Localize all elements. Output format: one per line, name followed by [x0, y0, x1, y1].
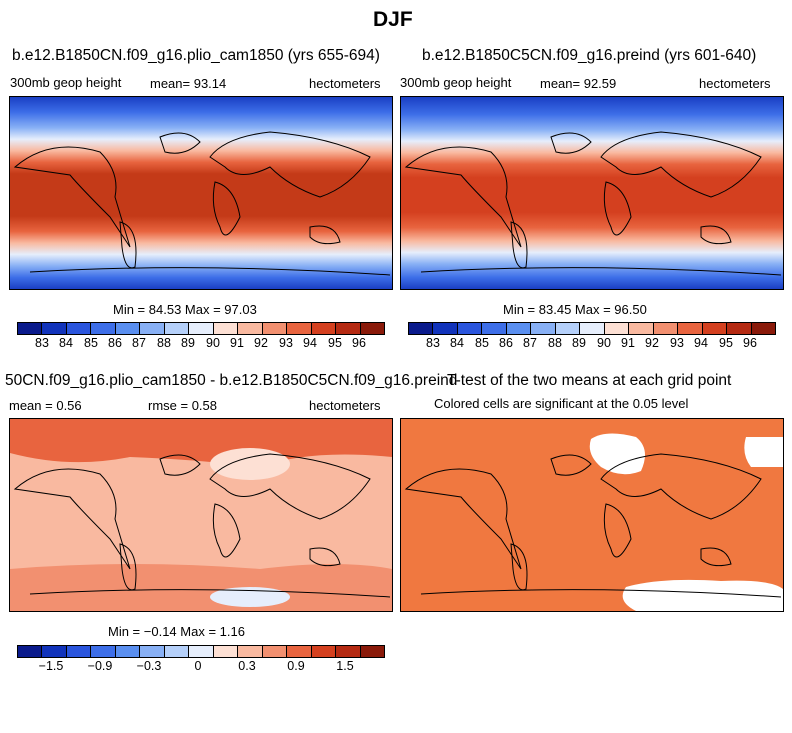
tick-label: 95	[328, 336, 342, 350]
geopotential-map-a	[10, 97, 392, 289]
tick-label: 89	[572, 336, 586, 350]
tick-label: 0.9	[287, 659, 305, 673]
tick-label: 89	[181, 336, 195, 350]
tick-label: 90	[597, 336, 611, 350]
panel-b-minmax: Min = 83.45 Max = 96.50	[503, 302, 647, 317]
tick-label: 96	[743, 336, 757, 350]
panel-d-subtitle: Colored cells are significant at the 0.0…	[434, 396, 689, 411]
panel-b-title: b.e12.B1850C5CN.f09_g16.preind (yrs 601-…	[422, 47, 757, 64]
panel-a-variable: 300mb geop height	[10, 75, 122, 90]
panel-d-title: T-test of the two means at each grid poi…	[447, 372, 732, 389]
colorbar-a	[17, 322, 385, 335]
tick-label: −0.9	[87, 659, 113, 673]
tick-label: 83	[426, 336, 440, 350]
tick-label: 0	[194, 659, 202, 673]
tick-label: 92	[645, 336, 659, 350]
tick-label: 95	[719, 336, 733, 350]
tick-label: 93	[279, 336, 293, 350]
panel-a-mean: mean= 93.14	[150, 76, 227, 91]
geopotential-map-b	[401, 97, 783, 289]
tick-label: 86	[499, 336, 513, 350]
map-panel-a	[9, 96, 393, 290]
tick-label: 88	[157, 336, 171, 350]
tick-label: 1.5	[336, 659, 354, 673]
tick-label: 94	[303, 336, 317, 350]
tick-label: 86	[108, 336, 122, 350]
tick-label: 84	[450, 336, 464, 350]
tick-label: 85	[84, 336, 98, 350]
panel-c-units: hectometers	[309, 398, 381, 413]
panel-c-title: 50CN.f09_g16.plio_cam1850 - b.e12.B1850C…	[5, 372, 458, 389]
tick-label: 90	[206, 336, 220, 350]
tick-label: 96	[352, 336, 366, 350]
panel-b-mean: mean= 92.59	[540, 76, 617, 91]
colorbar-c	[17, 645, 385, 658]
tick-label: −1.5	[38, 659, 64, 673]
colorbar-b	[408, 322, 776, 335]
panel-c-rmse: rmse = 0.58	[148, 398, 218, 413]
ttest-map-d	[401, 419, 783, 611]
tick-label: 91	[230, 336, 244, 350]
tick-label: −0.3	[136, 659, 162, 673]
tick-label: 91	[621, 336, 635, 350]
tick-label: 83	[35, 336, 49, 350]
tick-label: 85	[475, 336, 489, 350]
map-panel-c	[9, 418, 393, 612]
tick-label: 87	[132, 336, 146, 350]
difference-map-c	[10, 419, 392, 611]
tick-label: 92	[254, 336, 268, 350]
tick-label: 84	[59, 336, 73, 350]
tick-label: 94	[694, 336, 708, 350]
tick-label: 87	[523, 336, 537, 350]
map-panel-b	[400, 96, 784, 290]
panel-b-units: hectometers	[699, 76, 771, 91]
map-panel-d	[400, 418, 784, 612]
panel-c-minmax: Min = −0.14 Max = 1.16	[108, 624, 245, 639]
panel-b-variable: 300mb geop height	[400, 75, 512, 90]
panel-a-minmax: Min = 84.53 Max = 97.03	[113, 302, 257, 317]
tick-label: 88	[548, 336, 562, 350]
panel-c-mean: mean = 0.56	[9, 398, 82, 413]
page-title: DJF	[373, 8, 413, 31]
tick-label: 93	[670, 336, 684, 350]
panel-a-title: b.e12.B1850CN.f09_g16.plio_cam1850 (yrs …	[12, 47, 380, 64]
tick-label: 0.3	[238, 659, 256, 673]
panel-a-units: hectometers	[309, 76, 381, 91]
